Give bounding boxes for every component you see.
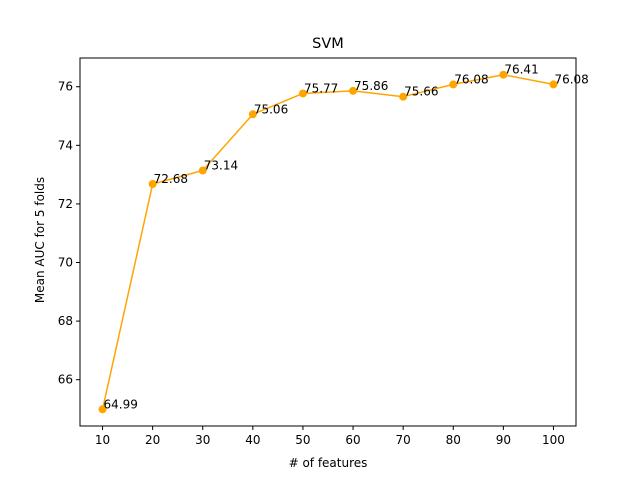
x-tick-label: 100 [542,433,565,447]
data-label: 75.77 [304,81,338,95]
y-tick-label: 70 [58,256,73,270]
x-tick-label: 40 [245,433,260,447]
chart-title: SVM [312,36,344,52]
data-point [499,70,508,79]
x-tick-label: 10 [95,433,110,447]
x-tick-label: 50 [295,433,310,447]
data-point [198,166,207,175]
data-point [349,86,358,95]
y-axis-title: Mean AUC for 5 folds [33,177,47,303]
data-point [248,110,257,119]
data-label: 76.41 [504,63,538,77]
y-tick-label: 68 [58,314,73,328]
x-tick-label: 20 [145,433,160,447]
x-tick-label: 30 [195,433,210,447]
data-label: 75.66 [404,85,438,99]
data-point [549,80,558,89]
data-label: 75.06 [254,102,288,116]
data-label: 72.68 [154,172,188,186]
data-point [148,179,157,188]
y-tick-label: 72 [58,197,73,211]
data-point [298,89,307,98]
series-line [101,73,554,410]
y-tick-label: 66 [58,373,73,387]
x-tick-label: 70 [396,433,411,447]
x-tick-label: 90 [496,433,511,447]
y-tick-label: 76 [58,80,73,94]
plot-frame [79,57,577,427]
data-point [449,80,458,89]
data-point [399,92,408,101]
data-point [98,405,107,414]
x-tick-label: 60 [345,433,360,447]
data-label: 73.14 [204,159,238,173]
x-tick-label: 80 [446,433,461,447]
data-label: 75.86 [354,79,388,93]
data-label: 76.08 [554,72,588,86]
y-tick-label: 74 [58,138,73,152]
data-label: 64.99 [104,397,138,411]
plot-area: 10 20 30 40 50 60 70 80 90 100 66 68 70 72 74 76 64.99 72… [58,57,589,447]
x-axis-title: # of features [289,456,368,470]
data-label: 76.08 [454,72,488,86]
